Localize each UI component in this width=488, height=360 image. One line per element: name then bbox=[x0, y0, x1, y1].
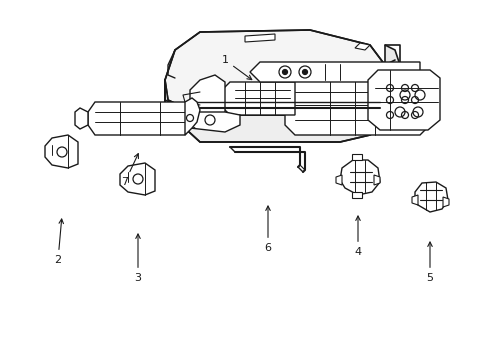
Polygon shape bbox=[75, 108, 88, 129]
Polygon shape bbox=[411, 195, 417, 205]
Polygon shape bbox=[351, 192, 361, 198]
Polygon shape bbox=[120, 163, 155, 195]
Polygon shape bbox=[384, 45, 399, 130]
Polygon shape bbox=[164, 30, 384, 115]
Text: 4: 4 bbox=[354, 216, 361, 257]
Text: 7: 7 bbox=[121, 154, 138, 187]
Polygon shape bbox=[220, 82, 294, 115]
Circle shape bbox=[282, 69, 287, 75]
Polygon shape bbox=[339, 160, 379, 195]
Text: 3: 3 bbox=[134, 234, 141, 283]
Polygon shape bbox=[354, 43, 369, 50]
Polygon shape bbox=[414, 182, 447, 212]
Text: 5: 5 bbox=[426, 242, 433, 283]
Polygon shape bbox=[285, 78, 429, 135]
Polygon shape bbox=[367, 70, 439, 130]
Text: 6: 6 bbox=[264, 206, 271, 253]
Polygon shape bbox=[249, 62, 419, 82]
Text: 2: 2 bbox=[54, 219, 63, 265]
Polygon shape bbox=[45, 135, 78, 168]
Polygon shape bbox=[184, 98, 200, 135]
Polygon shape bbox=[373, 175, 379, 185]
Polygon shape bbox=[178, 112, 240, 132]
Polygon shape bbox=[190, 75, 224, 120]
Text: 1: 1 bbox=[221, 55, 251, 80]
Polygon shape bbox=[164, 80, 384, 142]
Polygon shape bbox=[335, 175, 341, 185]
Circle shape bbox=[302, 69, 307, 75]
Polygon shape bbox=[88, 102, 192, 135]
Polygon shape bbox=[244, 34, 274, 42]
Polygon shape bbox=[351, 154, 361, 160]
Polygon shape bbox=[442, 197, 448, 207]
